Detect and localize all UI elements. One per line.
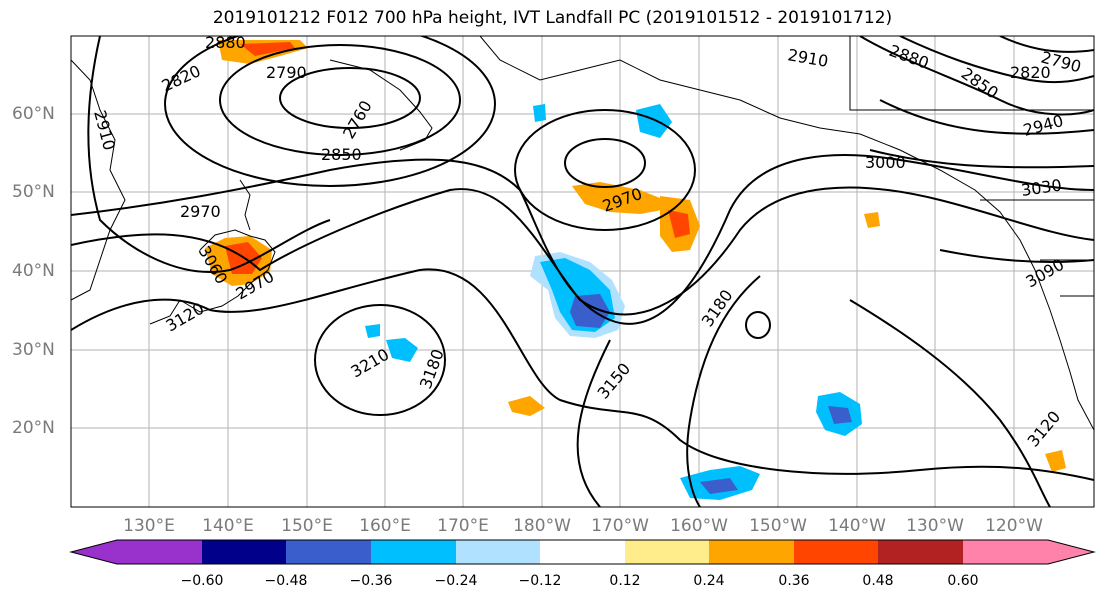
- colorbar-segment: [963, 540, 1048, 564]
- map-title: 2019101212 F012 700 hPa height, IVT Land…: [212, 8, 893, 28]
- colorbar: [69, 539, 1096, 565]
- lon-label: 150°E: [281, 516, 333, 536]
- colorbar-tick-label: −0.48: [264, 573, 308, 589]
- colorbar-segment: [625, 540, 709, 564]
- colorbar-segment: [117, 540, 202, 564]
- contour-label: 2970: [180, 202, 221, 221]
- contour-label: 2910: [786, 45, 829, 71]
- lon-label: 140°W: [828, 516, 886, 536]
- contour-label: 3030: [1020, 175, 1063, 199]
- contour-label: 2820: [159, 61, 204, 95]
- contour-label: 3120: [1024, 407, 1065, 450]
- lat-label: 50°N: [12, 182, 55, 202]
- map-frame: [70, 35, 1095, 508]
- lon-label: 180°W: [513, 516, 571, 536]
- colorbar-segment: [456, 540, 540, 564]
- colorbar-segment: [878, 540, 963, 564]
- contour-label: 2880: [887, 41, 932, 73]
- ivt-shading: [205, 40, 1066, 500]
- lat-label: 60°N: [12, 104, 55, 124]
- colorbar-tick-label: 0.48: [862, 573, 894, 589]
- lon-label: 140°E: [202, 516, 254, 536]
- lon-label: 130°E: [123, 516, 175, 536]
- colorbar-segment: [286, 540, 371, 564]
- height-contours: [71, 36, 1094, 507]
- colorbar-tick-label: −0.60: [180, 573, 224, 589]
- lon-label: 130°W: [906, 516, 964, 536]
- contour-label: 2940: [1021, 111, 1065, 140]
- lat-label: 40°N: [12, 261, 55, 281]
- contour-label: 3000: [865, 153, 906, 172]
- graticule: [71, 36, 1094, 507]
- lon-label: 170°W: [591, 516, 649, 536]
- contour-label: 2820: [1010, 63, 1051, 82]
- colorbar-tick-label: 0.24: [693, 573, 725, 589]
- contour-label: 2880: [205, 33, 246, 52]
- colorbar-tick-label: 0.36: [778, 573, 810, 589]
- colorbar-tick-label: 0.60: [947, 573, 979, 589]
- colorbar-segment: [794, 540, 878, 564]
- lon-label: 160°W: [670, 516, 728, 536]
- lon-label: 170°E: [437, 516, 489, 536]
- lat-label: 30°N: [12, 340, 55, 360]
- colorbar-segment: [709, 540, 794, 564]
- contour-label: 2790: [266, 63, 307, 82]
- lon-label: 150°W: [749, 516, 807, 536]
- colorbar-tick-label: 0.12: [609, 573, 641, 589]
- colorbar-tick-label: −0.12: [518, 573, 562, 589]
- lon-label: 160°E: [359, 516, 411, 536]
- lat-label: 20°N: [12, 418, 55, 438]
- contour-label: 2850: [321, 145, 362, 164]
- colorbar-segment: [202, 540, 286, 564]
- contour-label: 2760: [339, 97, 376, 142]
- colorbar-segment: [371, 540, 456, 564]
- lon-label: 120°W: [985, 516, 1043, 536]
- colorbar-extend-low: [71, 540, 117, 564]
- colorbar-tick-label: −0.24: [434, 573, 478, 589]
- coastlines: [71, 36, 1094, 431]
- contour-label: 2910: [90, 108, 119, 152]
- contour-label: 3120: [163, 299, 208, 336]
- colorbar-extend-high: [1048, 540, 1094, 564]
- colorbar-tick-label: −0.36: [349, 573, 393, 589]
- colorbar-segment: [540, 540, 625, 564]
- colorbar-outline: [69, 539, 1096, 565]
- contour-label: 3180: [416, 347, 448, 392]
- contour-label: 3150: [594, 359, 635, 402]
